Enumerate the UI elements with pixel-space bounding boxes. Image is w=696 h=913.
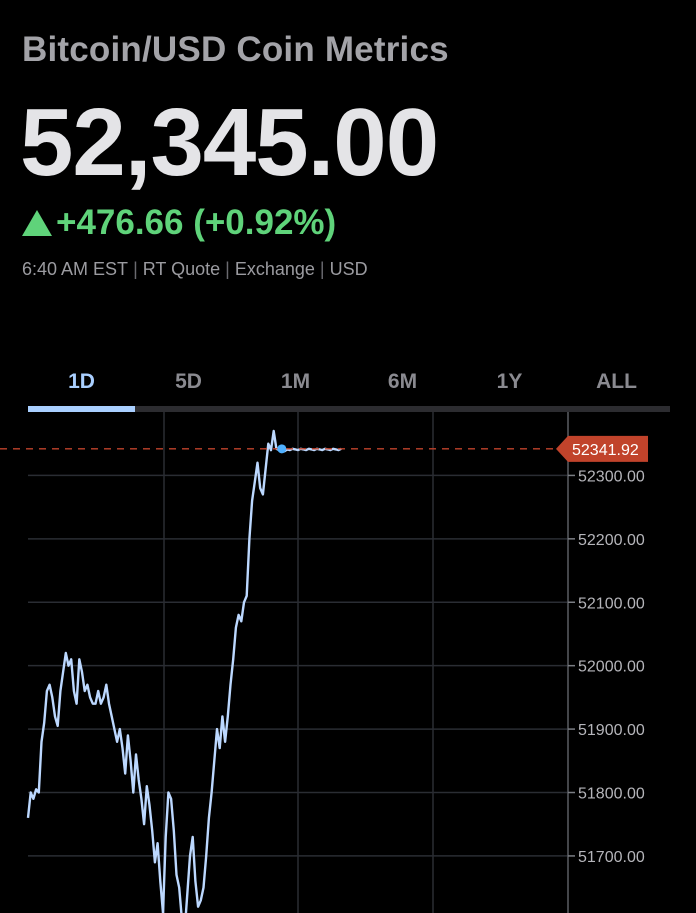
y-tick-label: 51900.00 bbox=[578, 722, 645, 739]
active-tab-indicator bbox=[28, 406, 135, 412]
price-change-row: +476.66 (+0.92%) bbox=[22, 202, 336, 244]
price-line bbox=[26, 429, 342, 913]
quote-currency: USD bbox=[329, 259, 368, 279]
tab-1m[interactable]: 1M bbox=[280, 370, 311, 393]
current-price-dot bbox=[277, 444, 287, 454]
meta-separator: | bbox=[225, 259, 230, 279]
current-price-marker: 52341.92 bbox=[0, 435, 648, 462]
quote-source: Exchange bbox=[234, 259, 315, 279]
tab-5d[interactable]: 5D bbox=[175, 370, 202, 393]
current-price-tag bbox=[556, 435, 648, 462]
last-price: 52,345.00 bbox=[20, 89, 439, 196]
price-chart[interactable]: 52300.00 52200.00 52100.00 52000.00 51900.00… bbox=[0, 412, 696, 913]
time-range-tabs: 1D 5D 1M 6M 1Y ALL bbox=[28, 360, 670, 412]
tab-all[interactable]: ALL bbox=[596, 370, 637, 393]
y-tick-label: 52000.00 bbox=[578, 659, 645, 676]
quote-meta: 6:40 AM EST | RT Quote | Exchange | USD bbox=[22, 259, 368, 280]
chart-series bbox=[26, 429, 342, 913]
tab-1d[interactable]: 1D bbox=[68, 370, 95, 393]
tab-1y[interactable]: 1Y bbox=[496, 370, 523, 393]
up-arrow-icon bbox=[22, 210, 52, 236]
chart-grid bbox=[28, 412, 568, 913]
instrument-title: Bitcoin/USD Coin Metrics bbox=[22, 30, 449, 69]
y-tick-label: 51800.00 bbox=[578, 786, 645, 803]
y-axis: 52300.00 52200.00 52100.00 52000.00 51900.00… bbox=[567, 412, 645, 913]
quote-type: RT Quote bbox=[142, 259, 221, 279]
current-price-label: 52341.92 bbox=[572, 442, 639, 459]
y-tick-label: 51700.00 bbox=[578, 849, 645, 866]
y-tick-label: 52200.00 bbox=[578, 532, 645, 549]
meta-separator: | bbox=[133, 259, 138, 279]
quote-time: 6:40 AM EST bbox=[22, 259, 129, 279]
tab-6m[interactable]: 6M bbox=[387, 370, 418, 393]
y-tick-label: 52300.00 bbox=[578, 468, 645, 485]
price-change: +476.66 (+0.92%) bbox=[56, 203, 337, 242]
tab-track bbox=[28, 406, 670, 412]
meta-separator: | bbox=[319, 259, 325, 279]
y-tick-label: 52100.00 bbox=[578, 595, 645, 612]
